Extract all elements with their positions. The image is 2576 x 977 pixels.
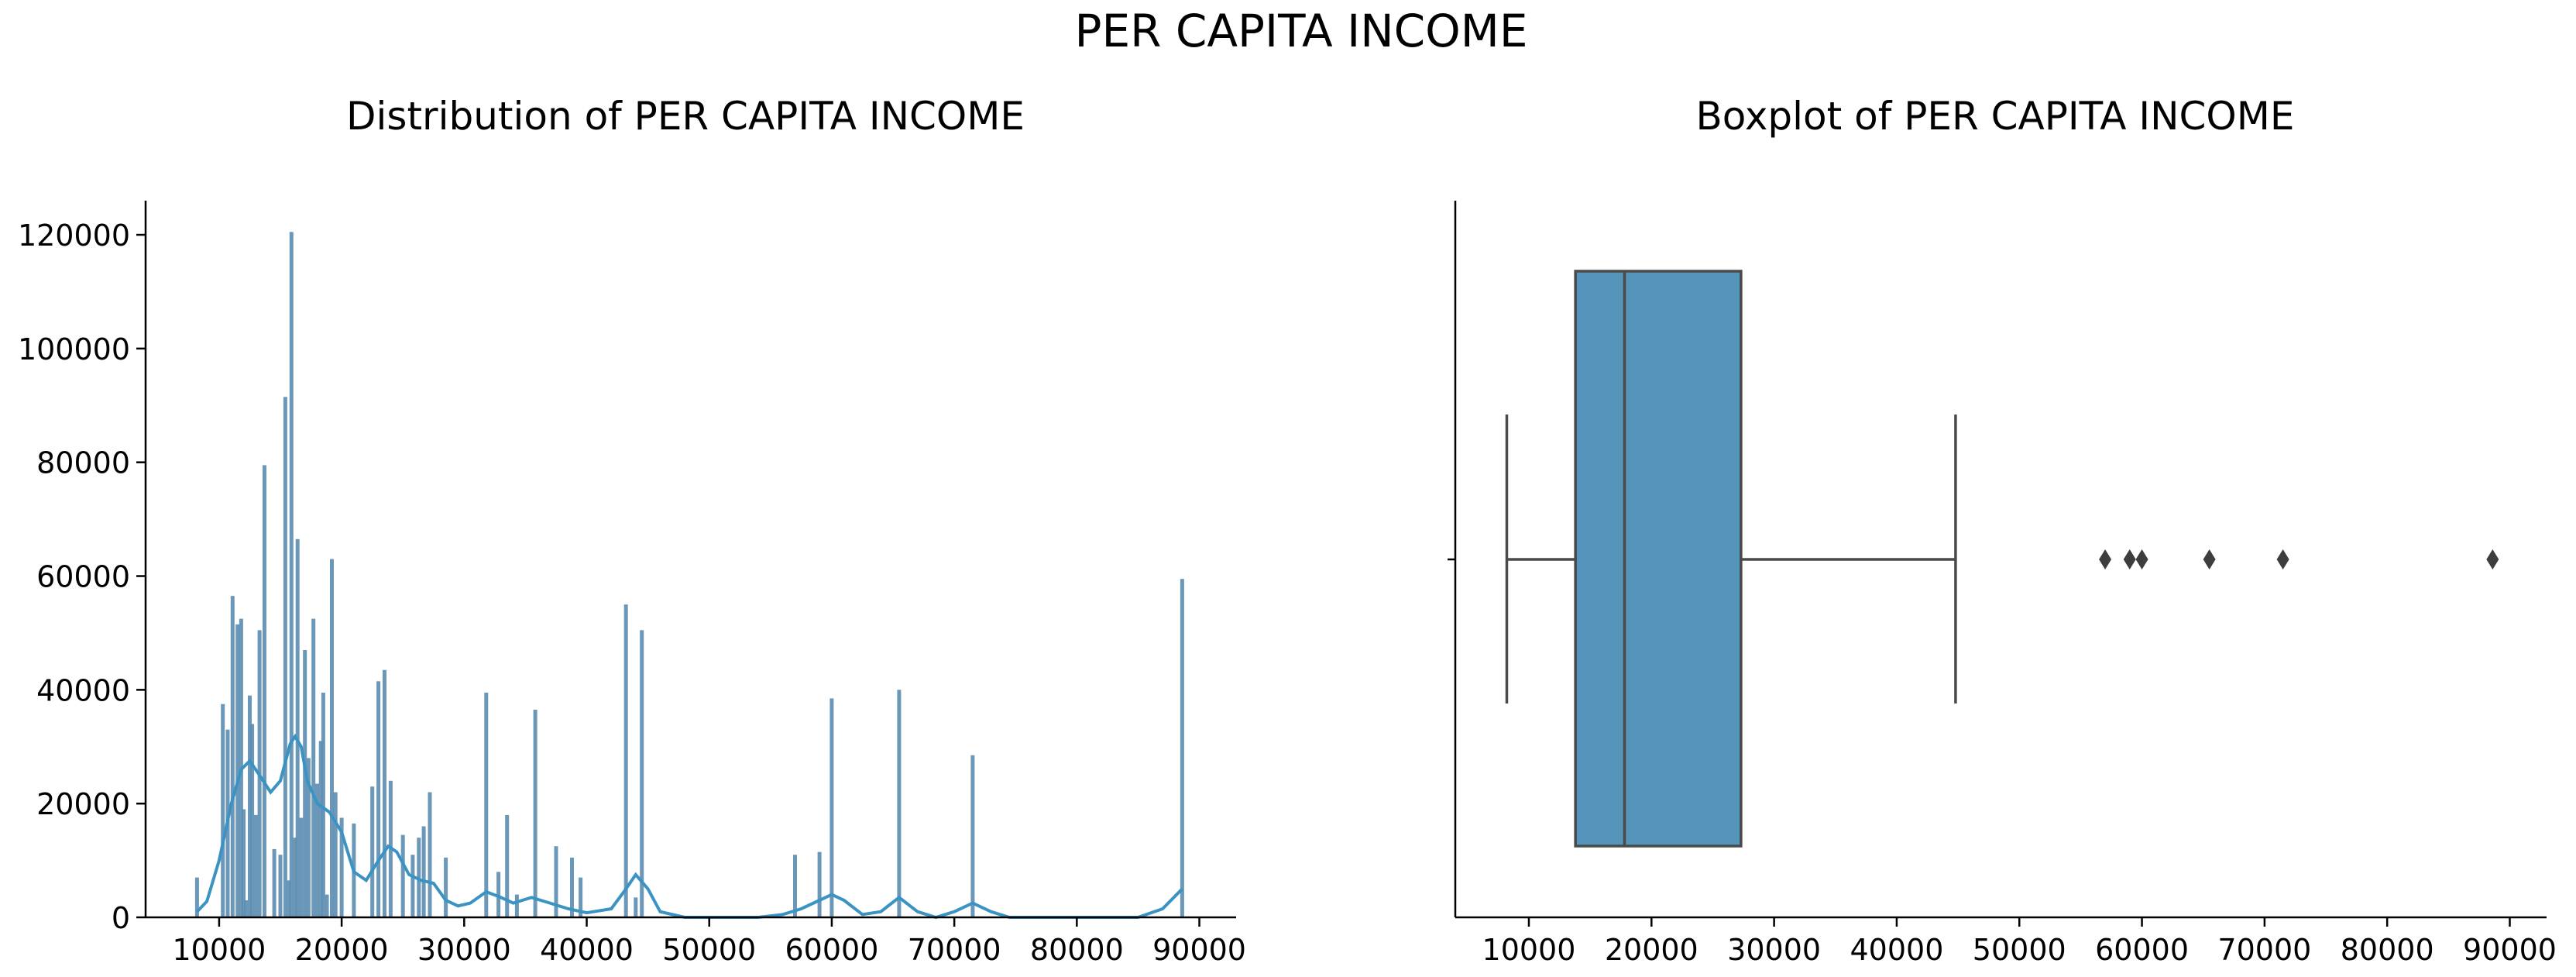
- histogram-bar: [244, 900, 249, 917]
- histogram-bar: [376, 681, 381, 917]
- histogram-y-tick-label: 20000: [36, 787, 130, 821]
- boxplot-x-tick-label: 30000: [1727, 933, 1821, 967]
- histogram-bar: [421, 826, 426, 917]
- histogram-bar: [634, 897, 638, 917]
- histogram-x-tick-label: 80000: [1030, 933, 1124, 967]
- histogram-title: Distribution of PER CAPITA INCOME: [346, 94, 1025, 139]
- histogram-bar: [417, 838, 421, 917]
- histogram-bar: [248, 695, 252, 917]
- histogram-bar: [318, 741, 323, 917]
- histogram-bar: [194, 877, 199, 917]
- histogram-bar: [514, 894, 519, 917]
- histogram-bar: [484, 693, 489, 917]
- boxplot-x-tick-label: 80000: [2341, 933, 2434, 967]
- boxplot-x-tick-label: 60000: [2095, 933, 2189, 967]
- histogram-bar: [330, 559, 334, 917]
- histogram-bar: [383, 669, 386, 917]
- histogram-bar: [289, 232, 294, 917]
- histogram-bar: [299, 817, 304, 917]
- histogram-bar: [444, 857, 448, 917]
- histogram-bar: [400, 834, 405, 917]
- boxplot-elements: [1505, 270, 2499, 848]
- histogram-x-tick-label: 50000: [662, 933, 756, 967]
- histogram-bar: [339, 817, 344, 917]
- boxplot-title: Boxplot of PER CAPITA INCOME: [1695, 94, 2294, 139]
- histogram-bar: [253, 814, 258, 917]
- histogram-bar: [311, 618, 316, 917]
- histogram-bar: [793, 855, 797, 917]
- boxplot-outlier: [2203, 549, 2216, 569]
- boxplot-outlier: [2099, 549, 2112, 569]
- histogram-bar: [221, 704, 225, 917]
- histogram-bar: [533, 710, 538, 917]
- histogram-y-ticks: 0 20000 40000 60000 80000 100000 120000: [18, 218, 146, 935]
- histogram-bar: [554, 846, 558, 917]
- histogram-bars: [194, 232, 1184, 917]
- histogram-x-tick-label: 70000: [908, 933, 1001, 967]
- histogram-bar: [263, 465, 266, 917]
- histogram-bar: [315, 783, 319, 917]
- histogram-bar: [410, 855, 415, 917]
- histogram-bar: [579, 877, 583, 917]
- histogram-y-tick-label: 100000: [18, 332, 130, 366]
- histogram-x-tick-label: 30000: [417, 933, 511, 967]
- histogram-bar: [496, 872, 501, 917]
- histogram-bar: [817, 851, 822, 917]
- kde-curve: [195, 733, 1183, 920]
- histogram-x-tick-label: 10000: [172, 933, 266, 967]
- histogram-bar: [325, 894, 329, 917]
- histogram-x-tick-label: 90000: [1152, 933, 1246, 967]
- boxplot-x-tick-label: 90000: [2463, 933, 2557, 967]
- histogram-bar: [230, 596, 235, 917]
- histogram-bar: [303, 650, 307, 917]
- boxplot-outlier: [2486, 549, 2499, 569]
- histogram-bar: [623, 604, 628, 917]
- boxplot-outlier: [2123, 549, 2136, 569]
- boxplot-box: [1574, 270, 1743, 848]
- histogram-y-tick-label: 60000: [36, 560, 130, 594]
- histogram-bar: [640, 630, 644, 917]
- histogram-y-tick-label: 120000: [18, 218, 130, 253]
- histogram-bar: [829, 698, 834, 917]
- boxplot-outlier: [2276, 549, 2289, 569]
- boxplot-panel: Boxplot of PER CAPITA INCOME 10000 20000 3…: [1448, 94, 2557, 967]
- histogram-bar: [370, 786, 375, 917]
- histogram-bar: [333, 792, 338, 917]
- boxplot-x-ticks: 10000 20000 30000 40000 50000 60000 70000 80000…: [1482, 917, 2557, 967]
- boxplot-x-tick-label: 40000: [1850, 933, 1943, 967]
- figure-suptitle: PER CAPITA INCOME: [1075, 5, 1528, 57]
- histogram-bar: [250, 724, 255, 917]
- histogram-bar: [505, 814, 510, 917]
- histogram-bar: [278, 855, 283, 917]
- boxplot-x-tick-label: 10000: [1482, 933, 1576, 967]
- histogram-bar: [287, 880, 291, 917]
- histogram-y-tick-label: 80000: [36, 446, 130, 480]
- histogram-x-ticks: 10000 20000 30000 40000 50000 60000 70000 80000…: [172, 917, 1246, 967]
- boxplot-x-tick-label: 70000: [2217, 933, 2311, 967]
- histogram-y-tick-label: 40000: [36, 673, 130, 707]
- histogram-bar: [570, 857, 574, 917]
- histogram-bar: [970, 755, 975, 917]
- histogram-bar: [428, 792, 432, 917]
- histogram-x-tick-label: 40000: [540, 933, 634, 967]
- histogram-x-tick-label: 60000: [785, 933, 878, 967]
- histogram-x-tick-label: 20000: [295, 933, 389, 967]
- histogram-bar: [295, 538, 300, 917]
- histogram-bar: [283, 397, 287, 917]
- histogram-bar: [235, 624, 240, 917]
- histogram-bar: [306, 758, 311, 917]
- boxplot-outlier: [2135, 549, 2148, 569]
- histogram-bar: [293, 838, 297, 917]
- boxplot-x-tick-label: 20000: [1605, 933, 1698, 967]
- histogram-bar: [1180, 579, 1184, 917]
- boxplot-x-tick-label: 50000: [1973, 933, 2066, 967]
- histogram-y-tick-label: 0: [112, 901, 130, 935]
- histogram-bar: [897, 690, 902, 917]
- histogram-bar: [242, 809, 246, 917]
- histogram-bar: [321, 693, 325, 917]
- histogram-panel: Distribution of PER CAPITA INCOME 10000 2…: [18, 94, 1246, 967]
- histogram-bar: [272, 848, 276, 917]
